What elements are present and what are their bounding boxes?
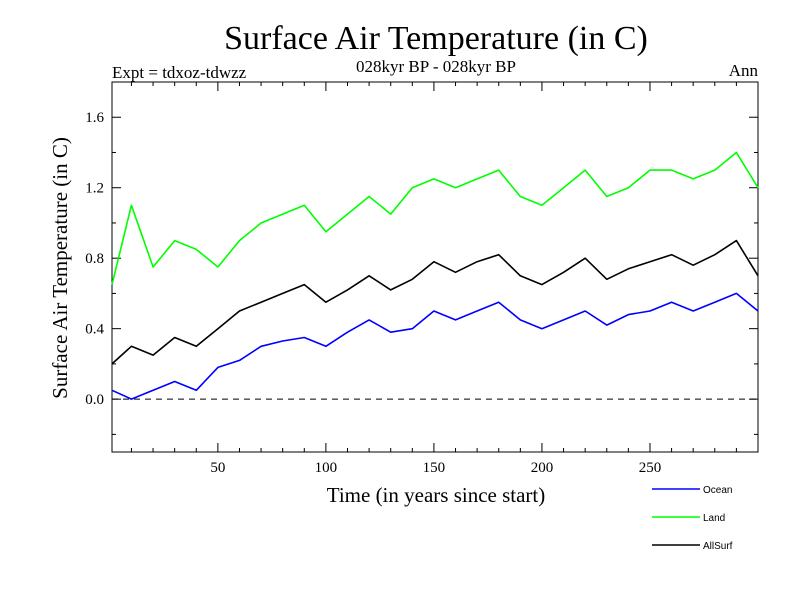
legend: Ocean Land AllSurf [652,485,733,552]
x-axis-label: Time (in years since start) [327,483,546,507]
y-tick-label: 1.6 [85,110,104,126]
season-label: Ann [729,61,759,80]
x-tick-label: 250 [639,460,662,476]
x-tick-label: 50 [210,460,225,476]
series-line-ocean [111,292,759,400]
tick-labels: 50 100 150 200 250 0.0 0.4 0.8 1.2 1.6 [85,110,661,476]
plot-frame [111,81,759,453]
x-tick-label: 100 [315,460,338,476]
y-tick-label: 1.2 [85,181,104,197]
experiment-label: Expt = tdxoz-tdwzz [112,63,247,82]
x-tick-label: 200 [531,460,554,476]
x-tick-label: 150 [423,460,446,476]
legend-label-allsurf: AllSurf [703,541,733,552]
legend-label-ocean: Ocean [703,485,732,496]
period-label: 028kyr BP - 028kyr BP [356,57,516,76]
series-line-allsurf [111,239,759,365]
legend-label-land: Land [703,513,725,524]
y-axis-label: Surface Air Temperature (in C) [48,137,72,399]
y-tick-label: 0.8 [85,251,104,267]
axis-ticks [112,82,758,452]
y-tick-label: 0.4 [85,322,104,338]
chart-title: Surface Air Temperature (in C) [224,20,648,57]
series-line-land [111,151,759,285]
series-lines [111,151,759,400]
y-tick-label: 0.0 [85,392,104,408]
